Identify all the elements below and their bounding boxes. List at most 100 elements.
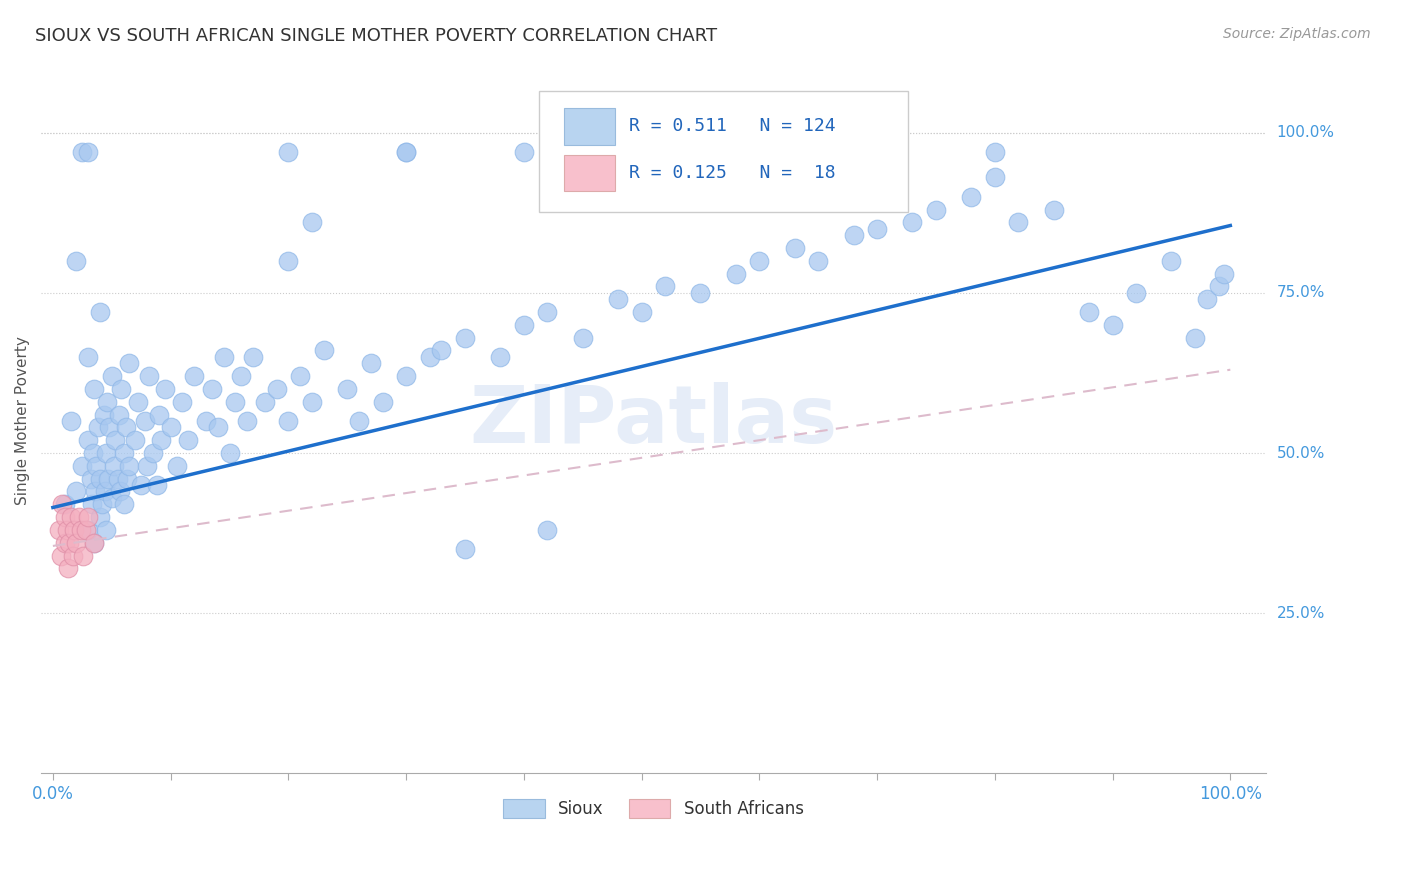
Point	[1101, 318, 1123, 332]
Point	[91, 497, 114, 511]
Point	[159, 420, 181, 434]
Point	[86, 458, 108, 473]
Point	[83, 535, 105, 549]
Point	[136, 458, 159, 473]
Point	[236, 414, 259, 428]
Text: SIOUX VS SOUTH AFRICAN SINGLE MOTHER POVERTY CORRELATION CHART: SIOUX VS SOUTH AFRICAN SINGLE MOTHER POV…	[35, 27, 717, 45]
Text: R = 0.511   N = 124: R = 0.511 N = 124	[628, 118, 835, 136]
Point	[630, 145, 652, 159]
Point	[138, 369, 160, 384]
Point	[277, 253, 299, 268]
Point	[1125, 285, 1147, 300]
Point	[129, 478, 152, 492]
Point	[82, 446, 104, 460]
Point	[224, 394, 246, 409]
Point	[53, 497, 76, 511]
Point	[94, 446, 117, 460]
Point	[1184, 331, 1206, 345]
Text: R = 0.125   N =  18: R = 0.125 N = 18	[628, 164, 835, 182]
Text: 50.0%: 50.0%	[1277, 445, 1324, 460]
Point	[77, 145, 100, 159]
Point	[183, 369, 205, 384]
Point	[118, 458, 141, 473]
Point	[984, 145, 1007, 159]
Point	[277, 414, 299, 428]
Point	[53, 510, 76, 524]
Point	[142, 446, 165, 460]
Point	[748, 253, 770, 268]
FancyBboxPatch shape	[564, 154, 616, 191]
Point	[86, 420, 108, 434]
Point	[866, 221, 889, 235]
FancyBboxPatch shape	[564, 108, 616, 145]
Point	[1042, 202, 1064, 217]
Point	[77, 523, 100, 537]
Point	[395, 369, 418, 384]
Point	[108, 484, 131, 499]
Point	[94, 523, 117, 537]
Point	[842, 228, 865, 243]
Point	[1213, 267, 1236, 281]
Point	[218, 446, 240, 460]
Point	[866, 145, 889, 159]
Point	[84, 484, 107, 499]
Text: 25.0%: 25.0%	[1277, 606, 1324, 621]
Point	[724, 267, 747, 281]
Point	[172, 394, 194, 409]
Legend: Sioux, South Africans: Sioux, South Africans	[496, 792, 810, 825]
Point	[419, 350, 441, 364]
Point	[654, 279, 676, 293]
Point	[571, 331, 593, 345]
Point	[103, 458, 125, 473]
Point	[925, 202, 948, 217]
Point	[807, 253, 830, 268]
Point	[77, 350, 100, 364]
Point	[100, 491, 122, 505]
Point	[75, 523, 97, 537]
Point	[1078, 305, 1101, 319]
Point	[277, 145, 299, 159]
Text: 75.0%: 75.0%	[1277, 285, 1324, 301]
Point	[395, 145, 418, 159]
Point	[689, 285, 711, 300]
Point	[62, 549, 84, 563]
Point	[89, 472, 111, 486]
Point	[124, 433, 146, 447]
Point	[395, 145, 418, 159]
Point	[100, 369, 122, 384]
Point	[65, 253, 87, 268]
Point	[83, 535, 105, 549]
Point	[48, 523, 70, 537]
Point	[630, 305, 652, 319]
Point	[65, 535, 87, 549]
Point	[93, 408, 115, 422]
Point	[901, 215, 924, 229]
Text: 100.0%: 100.0%	[1277, 125, 1334, 140]
Point	[70, 523, 93, 537]
Point	[153, 382, 176, 396]
Point	[67, 510, 90, 524]
Point	[536, 523, 558, 537]
Point	[77, 433, 100, 447]
Point	[89, 510, 111, 524]
Point	[110, 382, 132, 396]
Point	[1007, 215, 1029, 229]
Point	[231, 369, 253, 384]
Point	[360, 356, 382, 370]
Point	[266, 382, 288, 396]
Point	[63, 523, 86, 537]
Point	[607, 292, 630, 306]
Point	[56, 523, 79, 537]
Point	[783, 241, 806, 255]
Text: ZIPatlas: ZIPatlas	[470, 382, 838, 460]
Point	[312, 343, 335, 358]
Point	[242, 350, 264, 364]
Point	[115, 472, 138, 486]
Point	[93, 484, 115, 499]
Point	[134, 414, 156, 428]
Point	[89, 305, 111, 319]
Point	[58, 561, 80, 575]
Point	[454, 542, 477, 557]
Point	[150, 433, 173, 447]
Point	[207, 420, 229, 434]
